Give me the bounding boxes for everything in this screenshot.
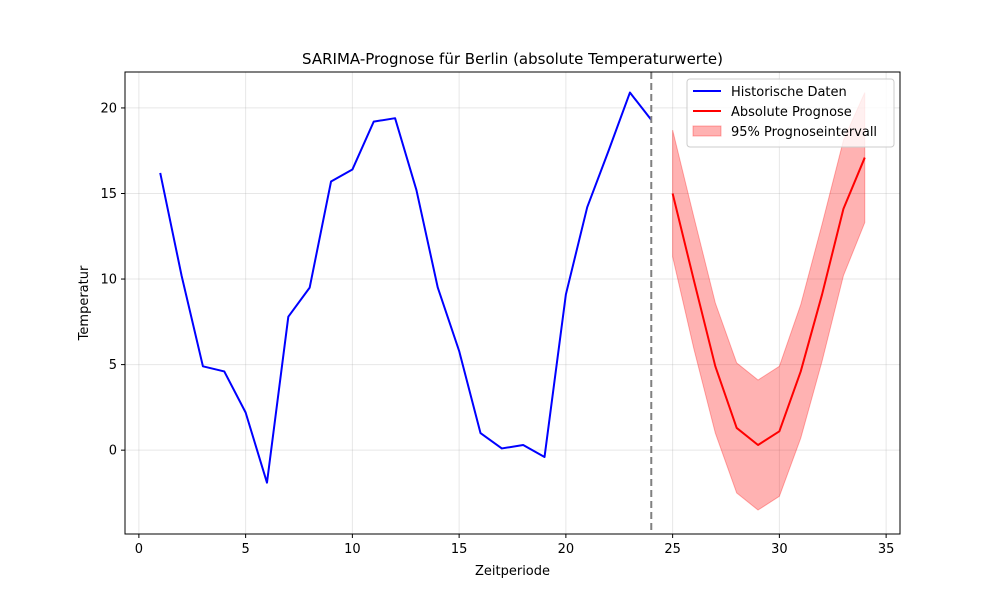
historical-series-line xyxy=(159,91,653,484)
prediction-interval-band xyxy=(672,92,866,511)
chart-title: SARIMA-Prognose für Berlin (absolute Tem… xyxy=(302,50,723,68)
x-tick-label: 10 xyxy=(344,542,361,557)
legend-swatch-interval xyxy=(692,125,722,137)
y-axis-label: Temperatur xyxy=(77,265,92,341)
x-tick-label: 15 xyxy=(451,542,468,557)
x-tick-label: 5 xyxy=(241,542,249,557)
x-tick-label: 35 xyxy=(878,542,895,557)
legend-label-forecast: Absolute Prognose xyxy=(731,105,852,120)
x-tick-label: 25 xyxy=(664,542,681,557)
legend-label-interval: 95% Prognoseintervall xyxy=(731,125,877,140)
y-tick-label: 5 xyxy=(109,358,117,373)
y-tick-label: 10 xyxy=(100,273,117,288)
y-tick-label: 0 xyxy=(109,444,117,459)
plot-frame xyxy=(124,71,901,535)
forecast-series-line xyxy=(671,157,866,447)
y-tick-label: 15 xyxy=(100,187,117,202)
x-axis-ticks: 0 5 10 15 20 25 30 35 xyxy=(135,534,895,557)
x-tick-label: 30 xyxy=(771,542,788,557)
y-axis-ticks: 0 5 10 15 20 xyxy=(100,101,125,459)
x-tick-label: 20 xyxy=(558,542,575,557)
legend-box xyxy=(686,78,895,148)
series-lines xyxy=(159,91,866,484)
x-tick-label: 0 xyxy=(135,542,143,557)
legend: Historische Daten Absolute Prognose 95% … xyxy=(686,78,895,148)
prediction-interval-area xyxy=(672,92,866,511)
y-tick-label: 20 xyxy=(100,101,117,116)
x-axis-label: Zeitperiode xyxy=(475,564,550,579)
legend-label-historical: Historische Daten xyxy=(731,85,847,100)
